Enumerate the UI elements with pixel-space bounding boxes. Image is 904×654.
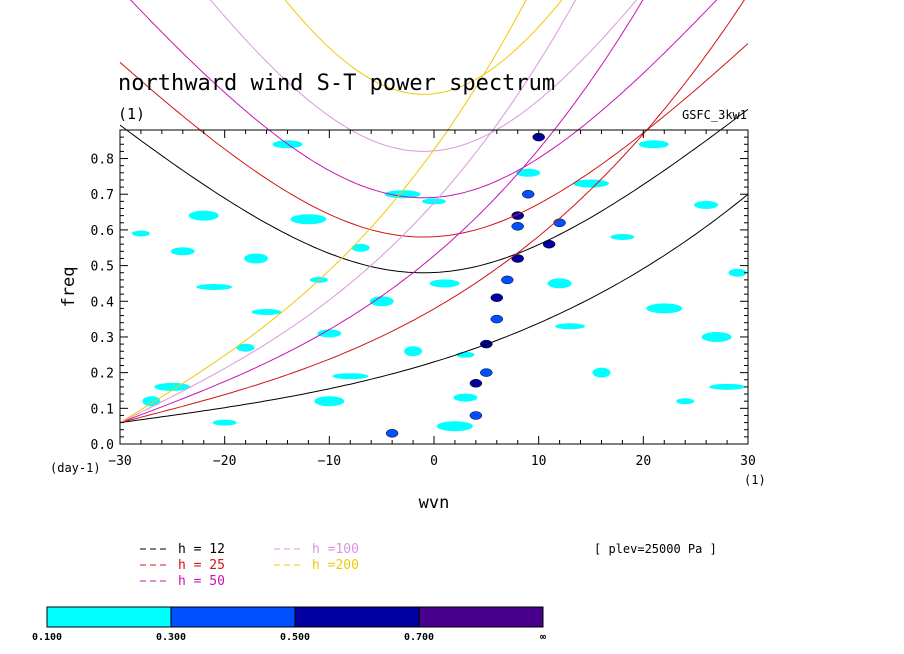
y-tick-label: 0.7 <box>91 188 114 203</box>
y-tick-label: 0.3 <box>91 331 114 346</box>
x-tick-label: −20 <box>213 454 236 469</box>
power-region <box>251 309 282 315</box>
power-region <box>480 368 493 377</box>
power-region <box>676 398 695 405</box>
legend-label: h =100 <box>312 542 359 557</box>
power-region <box>573 179 609 188</box>
colorbar-label: 0.700 <box>404 632 434 643</box>
legend-label: h = 12 <box>178 542 225 557</box>
y-tick-label: 0.8 <box>91 153 114 168</box>
power-region <box>385 429 399 438</box>
colorbar: 0.100 0.300 0.500 0.700 ∞ <box>32 606 546 643</box>
legend-label: h =200 <box>312 558 359 573</box>
colorbar-swatch <box>418 606 544 628</box>
legend-label: h = 25 <box>178 558 225 573</box>
power-region <box>196 284 233 290</box>
power-region <box>422 198 446 205</box>
power-region <box>131 230 150 237</box>
power-region <box>511 254 524 263</box>
x-tick-label: 10 <box>531 454 547 469</box>
power-region <box>314 396 345 407</box>
power-region <box>516 168 541 177</box>
power-region <box>317 329 342 338</box>
legend-label: h = 50 <box>178 574 225 589</box>
power-region <box>404 346 423 357</box>
y-tick-label: 0.6 <box>91 224 114 239</box>
power-region <box>511 222 524 231</box>
power-region <box>511 211 524 220</box>
power-region <box>610 234 635 240</box>
y-tick-label: 0.4 <box>91 295 115 310</box>
y-tick-label: 0.5 <box>91 260 114 275</box>
power-region <box>490 314 504 324</box>
x-tick-label: 0 <box>430 454 438 469</box>
power-region <box>592 367 611 378</box>
y-tick-label: 0.1 <box>91 402 114 417</box>
dispersion-curve <box>284 0 563 95</box>
dispersion-curves <box>120 0 748 424</box>
level-annotation: [ plev=25000 Pa ] <box>594 542 717 556</box>
power-region <box>555 323 586 330</box>
colorbar-swatch <box>294 606 420 628</box>
power-region <box>142 396 161 407</box>
colorbar-swatch <box>46 606 172 628</box>
power-region <box>469 379 483 388</box>
x-tick-label: 20 <box>636 454 652 469</box>
power-region <box>646 303 683 314</box>
colorbar-label: 0.300 <box>156 632 186 643</box>
power-region <box>453 393 478 402</box>
y-tick-label: 0.0 <box>91 438 114 453</box>
power-region <box>384 190 421 199</box>
y-axis-title: freq <box>59 267 79 308</box>
kelvin-curve <box>120 0 644 424</box>
power-region <box>490 293 504 302</box>
power-region <box>212 419 237 426</box>
x-tick-label: −30 <box>108 454 131 469</box>
chart-subtitle-right: GSFC_3kw1 <box>682 108 747 122</box>
power-region <box>290 214 327 225</box>
power-region <box>728 268 747 277</box>
power-region <box>553 218 566 228</box>
dispersion-curve <box>129 0 718 199</box>
power-region <box>332 373 369 380</box>
y-axis-unit: (day-1) <box>50 461 101 475</box>
kelvin-curve <box>120 0 527 424</box>
power-region <box>501 275 514 285</box>
power-region <box>244 253 269 264</box>
dispersion-curve <box>209 0 638 152</box>
power-region <box>170 247 195 256</box>
power-region <box>429 279 460 288</box>
power-region <box>638 140 669 149</box>
power-region <box>369 296 394 307</box>
x-tick-label: 30 <box>740 454 756 469</box>
kelvin-curve <box>120 0 577 424</box>
power-region <box>236 343 255 352</box>
axis-ticks: −30 −20 −10 0 10 20 30 0.0 0.1 0.2 0.3 0.4 0.5 0.6 0.7… <box>91 130 756 469</box>
x-axis-unit: (1) <box>744 473 766 487</box>
colorbar-label: 0.100 <box>32 632 62 643</box>
power-region <box>188 210 219 221</box>
power-region <box>456 351 475 358</box>
colorbar-label: 0.500 <box>280 632 310 643</box>
colorbar-swatch <box>170 606 296 628</box>
power-region <box>469 411 483 420</box>
power-region <box>709 383 746 390</box>
dispersion-curve <box>120 108 748 274</box>
chart-title: northward wind S-T power spectrum <box>118 71 555 96</box>
power-region <box>521 189 535 199</box>
power-region <box>701 332 732 342</box>
power-region <box>351 243 370 252</box>
power-region <box>436 421 473 432</box>
kelvin-curve <box>120 193 748 424</box>
x-axis-title: wvn <box>419 493 450 513</box>
colorbar-label: ∞ <box>540 632 546 643</box>
power-region <box>694 200 719 209</box>
power-contours <box>131 132 747 438</box>
y-tick-label: 0.2 <box>91 367 114 382</box>
power-region <box>547 278 572 289</box>
chart-subtitle-left: (1) <box>118 105 145 123</box>
x-tick-label: −10 <box>318 454 341 469</box>
